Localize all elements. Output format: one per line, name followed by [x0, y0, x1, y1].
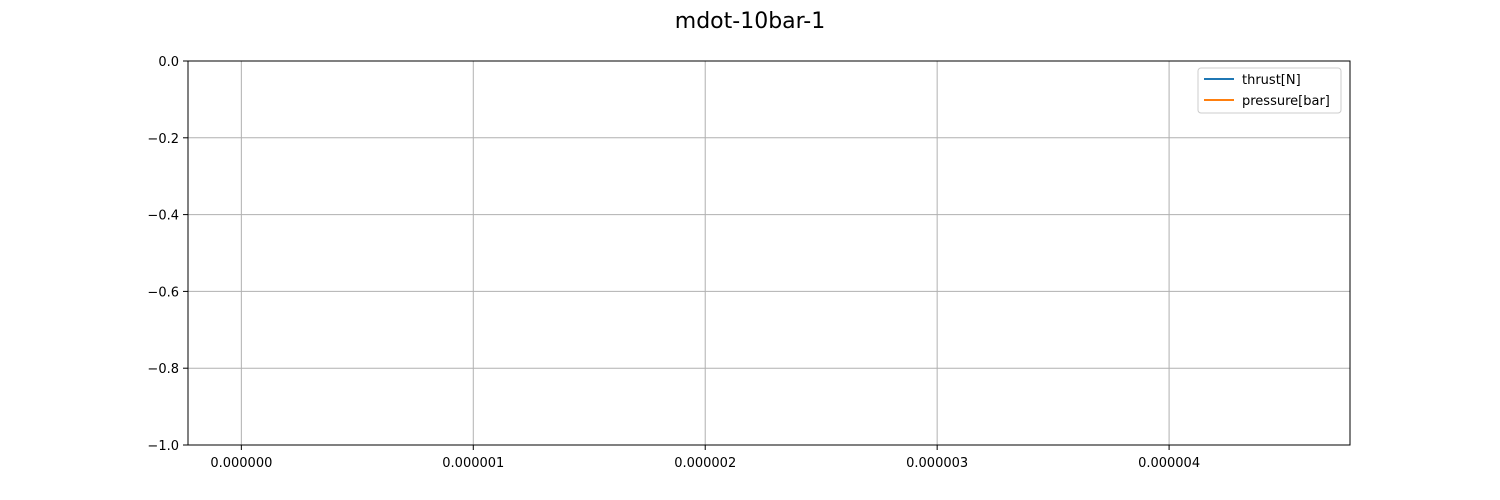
y-tick-label: −0.4 — [147, 209, 179, 224]
y-tick-label: −0.8 — [147, 362, 179, 377]
legend-label: pressure[bar] — [1242, 94, 1330, 109]
y-tick-label: −0.2 — [147, 132, 179, 147]
y-tick-label: 0.0 — [158, 55, 179, 70]
grid-lines — [188, 60, 1350, 446]
y-axis: 0.0 −0.2 −0.4 −0.6 −0.8 −1.0 — [147, 55, 188, 454]
x-tick-label: 0.000003 — [906, 456, 968, 471]
plot-area-frame — [187, 60, 1351, 446]
x-tick-label: 0.000002 — [674, 456, 736, 471]
x-axis: 0.000000 0.000001 0.000002 0.000003 0.000004 — [210, 445, 1200, 471]
x-tick-label: 0.000004 — [1138, 456, 1200, 471]
chart-title: mdot-10bar-1 — [675, 9, 825, 34]
legend: thrust[N] pressure[bar] — [1197, 67, 1342, 114]
y-tick-label: −0.6 — [147, 285, 179, 300]
x-tick-label: 0.000001 — [442, 456, 504, 471]
y-tick-label: −1.0 — [147, 439, 179, 454]
x-tick-label: 0.000000 — [210, 456, 272, 471]
legend-label: thrust[N] — [1242, 73, 1301, 88]
